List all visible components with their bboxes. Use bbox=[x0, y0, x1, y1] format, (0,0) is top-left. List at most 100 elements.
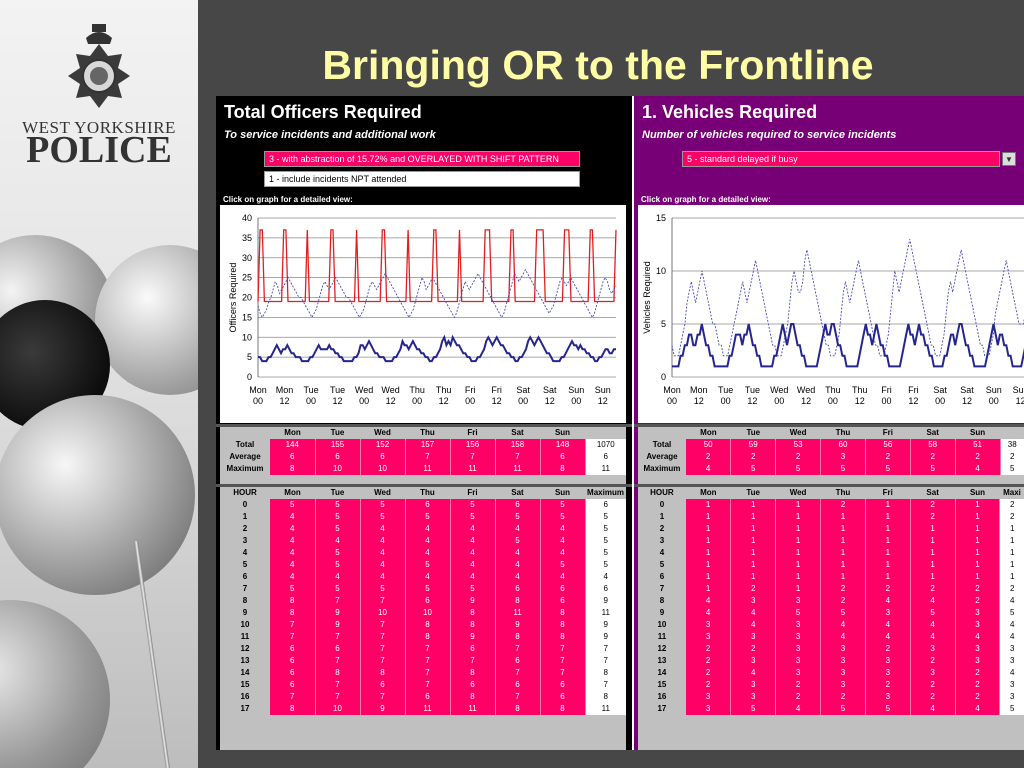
value-cell: 8 bbox=[450, 619, 496, 631]
hour-cell: 2 bbox=[659, 524, 665, 533]
table-header-row: HOUR Mon Tue Wed Thu Fri Sat Sun Maxi bbox=[638, 487, 1024, 499]
value-cell: 6 bbox=[540, 583, 586, 595]
vehicles-summary-table: Mon Tue Wed Thu Fri Sat Sun Total 50 59 53 60 56 58 51… bbox=[638, 427, 1024, 484]
value-cell: 3 bbox=[955, 643, 1001, 655]
hour-cell: 12 bbox=[240, 644, 250, 653]
value-cell: 4 bbox=[540, 535, 586, 547]
x-tick-label: Fri bbox=[465, 385, 476, 395]
value-cell: 4 bbox=[450, 523, 496, 535]
hour-cell: 3 bbox=[242, 536, 248, 545]
x-tick-label: 00 bbox=[306, 396, 316, 406]
value-cell: 7 bbox=[315, 679, 361, 691]
delay-dropdown[interactable]: 5 - standard delayed if busy bbox=[682, 151, 1000, 167]
x-tick-label: Thu bbox=[825, 385, 841, 395]
value-cell: 4 bbox=[955, 703, 1001, 715]
value-cell: 4 bbox=[865, 595, 911, 607]
hour-cell: 3 bbox=[659, 536, 665, 545]
value-cell: 1 bbox=[955, 571, 1001, 583]
value-cell: 6 bbox=[495, 583, 541, 595]
value-cell: 7 bbox=[315, 595, 361, 607]
value-cell: 7 bbox=[360, 655, 406, 667]
max-cell: 4 bbox=[585, 571, 626, 583]
value-cell: 4 bbox=[685, 595, 732, 607]
value-cell: 2 bbox=[955, 595, 1001, 607]
header-cell: Thu bbox=[420, 428, 435, 437]
x-tick-label: Sun bbox=[986, 385, 1002, 395]
value-cell: 5 bbox=[820, 703, 866, 715]
divider bbox=[634, 424, 1024, 427]
x-tick-label: Fri bbox=[881, 385, 892, 395]
header-cell: HOUR bbox=[650, 488, 674, 497]
x-tick-label: Thu bbox=[852, 385, 868, 395]
y-tick-label: 15 bbox=[242, 312, 252, 322]
value-cell: 3 bbox=[865, 607, 911, 619]
vehicles-chart[interactable]: 0 5 10 15 Vehicles Required Mon 00 Mon 12 Tue 00 Tu… bbox=[638, 205, 1024, 423]
max-cell: 4 bbox=[999, 595, 1024, 607]
incidents-dropdown[interactable]: 1 - include incidents NPT attended bbox=[264, 171, 580, 187]
value-cell: 5 bbox=[775, 607, 821, 619]
value-cell: 11 bbox=[495, 607, 541, 619]
value-cell: 5 bbox=[360, 583, 406, 595]
value-cell: 1 bbox=[730, 523, 777, 535]
y-tick-label: 5 bbox=[247, 352, 252, 362]
value-cell: 6 bbox=[360, 451, 406, 463]
x-tick-label: Sat bbox=[543, 385, 557, 395]
table-row: 15 2 3 2 3 2 2 2 3 bbox=[638, 679, 1024, 691]
value-cell: 8 bbox=[540, 607, 586, 619]
x-tick-label: 00 bbox=[935, 396, 945, 406]
value-cell: 11 bbox=[405, 703, 451, 715]
table-row: Maximum 4 5 5 5 5 5 4 5 bbox=[638, 463, 1024, 475]
value-cell: 1 bbox=[730, 499, 777, 511]
value-cell: 7 bbox=[540, 655, 586, 667]
abstraction-dropdown[interactable]: 3 - with abstraction of 15.72% and OVERL… bbox=[264, 151, 580, 167]
hour-cell: 10 bbox=[657, 620, 667, 629]
value-cell: 1 bbox=[685, 571, 732, 583]
value-cell: 5 bbox=[540, 559, 586, 571]
value-cell: 8 bbox=[405, 619, 451, 631]
value-cell: 4 bbox=[360, 535, 406, 547]
x-tick-label: Thu bbox=[409, 385, 425, 395]
value-cell: 6 bbox=[405, 499, 451, 511]
x-tick-label: 12 bbox=[801, 396, 811, 406]
value-cell: 4 bbox=[685, 463, 732, 475]
max-cell: 5 bbox=[585, 535, 626, 547]
hour-cell: 13 bbox=[240, 656, 250, 665]
value-cell: 4 bbox=[955, 463, 1001, 475]
value-cell: 4 bbox=[270, 511, 316, 523]
table-header-row: Mon Tue Wed Thu Fri Sat Sun bbox=[220, 427, 626, 439]
value-cell: 6 bbox=[450, 643, 496, 655]
table-row: 11 7 7 7 8 9 8 8 9 bbox=[220, 631, 626, 643]
chevron-down-icon[interactable]: ▼ bbox=[1002, 152, 1016, 166]
value-cell: 4 bbox=[540, 571, 586, 583]
value-cell: 58 bbox=[910, 439, 956, 451]
value-cell: 2 bbox=[865, 451, 911, 463]
value-cell: 4 bbox=[495, 547, 541, 559]
value-cell: 9 bbox=[450, 631, 496, 643]
value-cell: 4 bbox=[730, 619, 777, 631]
value-cell: 50 bbox=[685, 439, 732, 451]
value-cell: 10 bbox=[360, 607, 406, 619]
x-tick-label: 12 bbox=[747, 396, 757, 406]
value-cell: 9 bbox=[450, 595, 496, 607]
vehicles-click-hint: Click on graph for a detailed view: bbox=[641, 195, 771, 204]
x-tick-label: 12 bbox=[962, 396, 972, 406]
value-cell: 4 bbox=[405, 535, 451, 547]
value-cell: 10 bbox=[315, 703, 361, 715]
x-tick-label: Sat bbox=[516, 385, 530, 395]
hour-cell: 1 bbox=[659, 512, 665, 521]
officers-panel-title: Total Officers Required bbox=[224, 102, 422, 122]
vehicles-panel: 1. Vehicles Required Number of vehicles … bbox=[634, 96, 1024, 750]
x-tick-label: 00 bbox=[571, 396, 581, 406]
value-cell: 4 bbox=[820, 619, 866, 631]
y-tick-label: 5 bbox=[661, 319, 666, 329]
y-tick-label: 10 bbox=[656, 266, 666, 276]
value-cell: 6 bbox=[270, 679, 316, 691]
x-tick-label: 00 bbox=[412, 396, 422, 406]
x-tick-label: 00 bbox=[359, 396, 369, 406]
value-cell: 2 bbox=[865, 679, 911, 691]
officers-chart[interactable]: 0 5 10 15 20 25 30 35 40 Officers Required Mon 00 Mo… bbox=[220, 205, 626, 423]
total-cell: 6 bbox=[585, 451, 626, 463]
max-cell: 4 bbox=[999, 619, 1024, 631]
